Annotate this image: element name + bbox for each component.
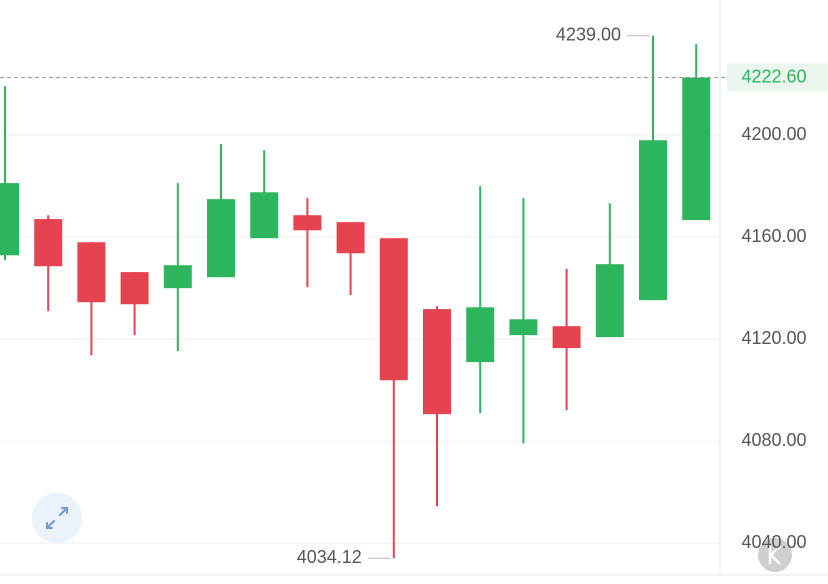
annotation-label: 4034.12 xyxy=(297,547,362,567)
candle-body xyxy=(207,199,235,278)
candle-body xyxy=(509,319,538,336)
k-icon[interactable] xyxy=(768,545,781,565)
candle-body xyxy=(336,222,365,254)
expand-button[interactable] xyxy=(32,493,82,543)
candle-body xyxy=(250,192,279,239)
candle-body xyxy=(163,265,192,289)
k-button[interactable] xyxy=(758,538,792,572)
k-button-bg[interactable] xyxy=(758,538,792,572)
expand-icon[interactable] xyxy=(46,507,68,529)
y-tick-label: 4040.00 xyxy=(741,532,806,552)
candle-body xyxy=(379,238,408,381)
last-price-label: 4222.60 xyxy=(741,66,806,86)
candle-body xyxy=(466,307,495,363)
candle-body xyxy=(423,309,451,415)
candle-body xyxy=(552,326,581,349)
candle-body xyxy=(0,183,19,256)
y-tick-label: 4080.00 xyxy=(741,430,806,450)
y-tick-label: 4160.00 xyxy=(741,226,806,246)
candle-body xyxy=(77,242,106,303)
candle-body xyxy=(34,219,63,267)
y-tick-label: 4120.00 xyxy=(741,328,806,348)
y-tick-label: 4200.00 xyxy=(741,124,806,144)
candle-body xyxy=(682,77,711,221)
expand-button-bg[interactable] xyxy=(32,493,82,543)
candle-body xyxy=(595,264,624,338)
annotation-label: 4239.00 xyxy=(556,24,621,44)
candle-body xyxy=(293,215,322,231)
candle-body xyxy=(120,272,149,305)
candle-body xyxy=(639,140,667,301)
last-price-box xyxy=(727,63,828,92)
